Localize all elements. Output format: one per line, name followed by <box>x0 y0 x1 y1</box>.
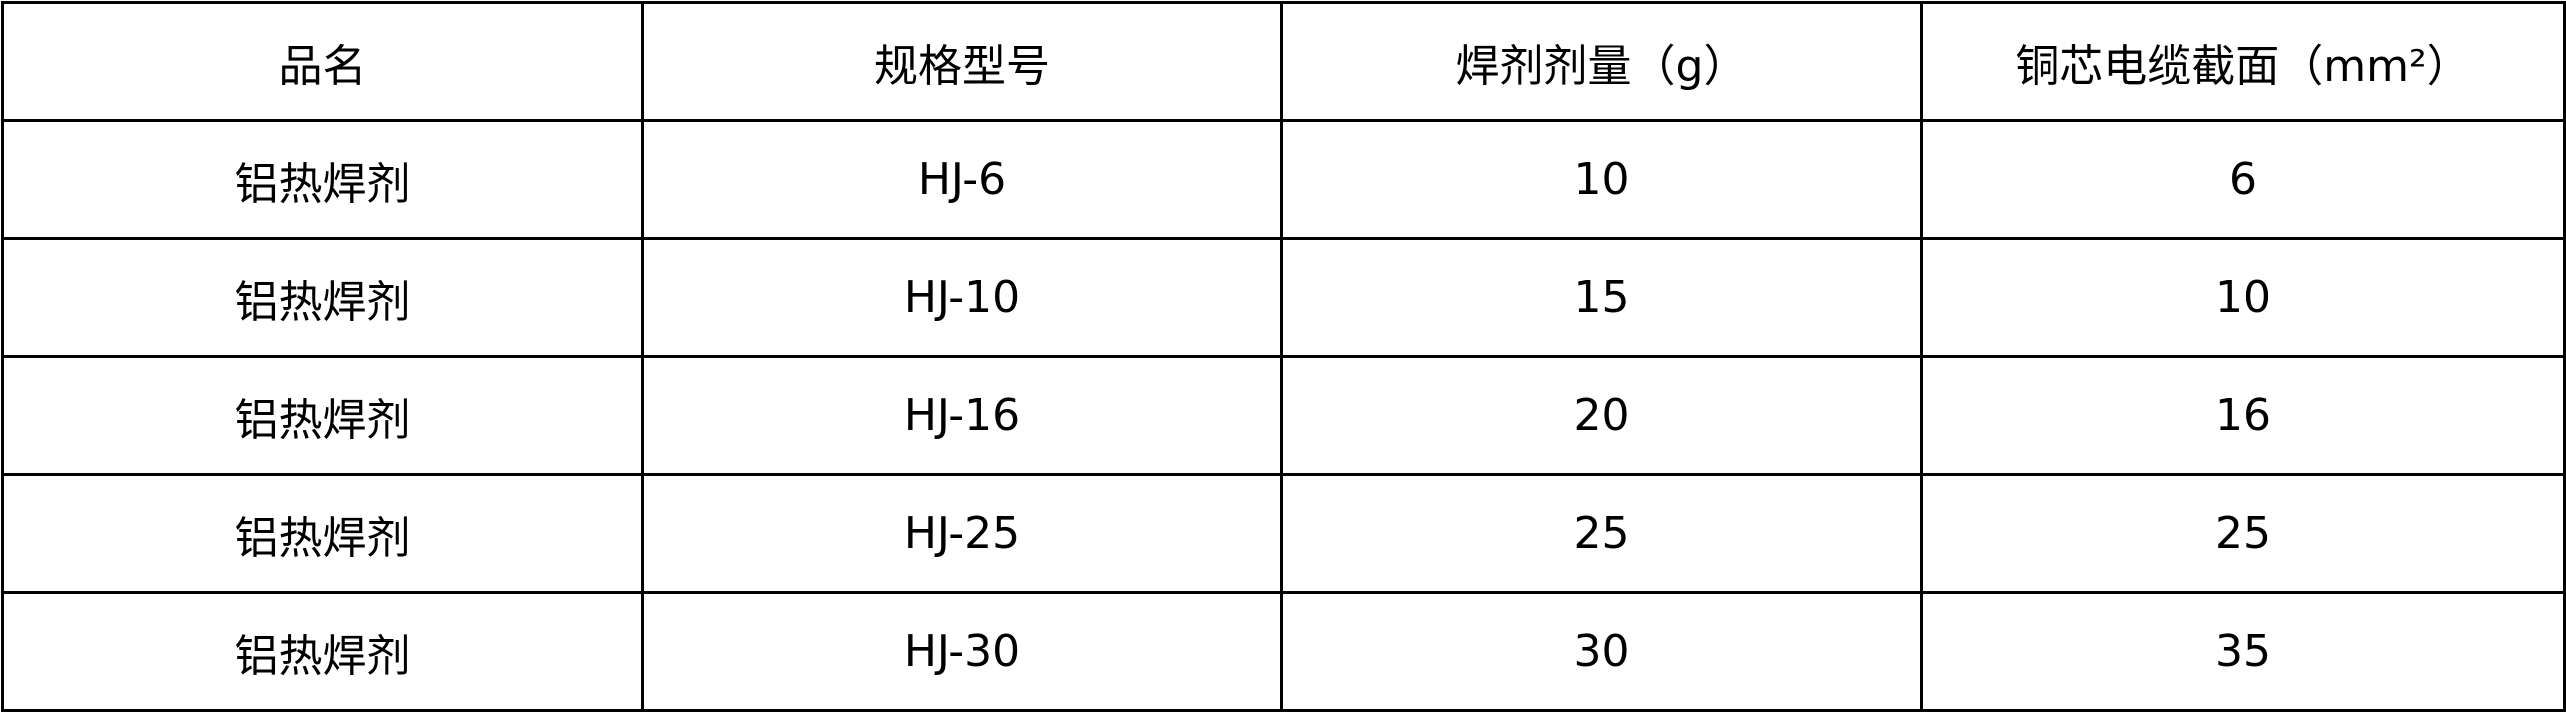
cell-flux-amount: 25 <box>1280 473 1923 594</box>
cell-cable-section: 10 <box>1920 237 2566 358</box>
cell-model: HJ-30 <box>641 591 1283 712</box>
cell-flux-amount: 20 <box>1280 355 1923 476</box>
header-product-name: 品名 <box>1 1 644 122</box>
cell-model: HJ-6 <box>641 119 1283 240</box>
cell-product-name: 铝热焊剂 <box>1 355 644 476</box>
cell-model: HJ-16 <box>641 355 1283 476</box>
cell-cable-section: 6 <box>1920 119 2566 240</box>
cell-product-name: 铝热焊剂 <box>1 473 644 594</box>
cell-model: HJ-25 <box>641 473 1283 594</box>
cell-flux-amount: 15 <box>1280 237 1923 358</box>
cell-cable-section: 25 <box>1920 473 2566 594</box>
table-row: 铝热焊剂 HJ-25 25 25 <box>1 473 2566 594</box>
cell-product-name: 铝热焊剂 <box>1 591 644 712</box>
cell-cable-section: 35 <box>1920 591 2566 712</box>
cell-model: HJ-10 <box>641 237 1283 358</box>
cell-flux-amount: 30 <box>1280 591 1923 712</box>
cell-product-name: 铝热焊剂 <box>1 237 644 358</box>
cell-cable-section: 16 <box>1920 355 2566 476</box>
header-row: 品名 规格型号 焊剂剂量（g） 铜芯电缆截面（mm²） <box>1 1 2566 122</box>
cell-flux-amount: 10 <box>1280 119 1923 240</box>
table-row: 铝热焊剂 HJ-10 15 10 <box>1 237 2566 358</box>
header-cable-section: 铜芯电缆截面（mm²） <box>1920 1 2566 122</box>
header-flux-amount: 焊剂剂量（g） <box>1280 1 1923 122</box>
table-row: 铝热焊剂 HJ-16 20 16 <box>1 355 2566 476</box>
table-row: 铝热焊剂 HJ-6 10 6 <box>1 119 2566 240</box>
cell-product-name: 铝热焊剂 <box>1 119 644 240</box>
table-row: 铝热焊剂 HJ-30 30 35 <box>1 591 2566 712</box>
header-model: 规格型号 <box>641 1 1283 122</box>
